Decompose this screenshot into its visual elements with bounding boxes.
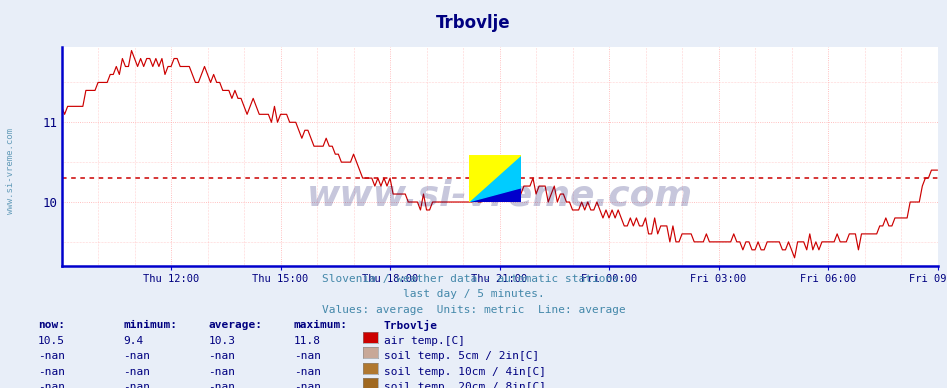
Text: 9.4: 9.4 [123,336,143,346]
Text: www.si-vreme.com: www.si-vreme.com [6,128,15,214]
Text: -nan: -nan [294,367,321,377]
Text: -nan: -nan [38,367,65,377]
Text: -nan: -nan [123,351,151,361]
Polygon shape [469,155,521,202]
Text: -nan: -nan [123,367,151,377]
Text: -nan: -nan [208,351,236,361]
Text: -nan: -nan [38,382,65,388]
Text: maximum:: maximum: [294,320,348,330]
Text: -nan: -nan [294,382,321,388]
Text: Slovenia / weather data - automatic stations.: Slovenia / weather data - automatic stat… [322,274,625,284]
Text: average:: average: [208,320,262,330]
Polygon shape [469,155,521,202]
Text: 11.8: 11.8 [294,336,321,346]
Text: -nan: -nan [294,351,321,361]
Text: Trbovlje: Trbovlje [437,14,510,31]
Text: www.si-vreme.com: www.si-vreme.com [307,178,692,213]
Text: now:: now: [38,320,65,330]
Text: 10.5: 10.5 [38,336,65,346]
Text: air temp.[C]: air temp.[C] [384,336,465,346]
Text: -nan: -nan [123,382,151,388]
Polygon shape [469,155,521,202]
Text: -nan: -nan [208,367,236,377]
Text: soil temp. 5cm / 2in[C]: soil temp. 5cm / 2in[C] [384,351,539,361]
Text: -nan: -nan [208,382,236,388]
Text: minimum:: minimum: [123,320,177,330]
Text: soil temp. 10cm / 4in[C]: soil temp. 10cm / 4in[C] [384,367,545,377]
Text: soil temp. 20cm / 8in[C]: soil temp. 20cm / 8in[C] [384,382,545,388]
Text: 10.3: 10.3 [208,336,236,346]
Text: Values: average  Units: metric  Line: average: Values: average Units: metric Line: aver… [322,305,625,315]
Text: Trbovlje: Trbovlje [384,320,438,331]
Text: -nan: -nan [38,351,65,361]
Text: last day / 5 minutes.: last day / 5 minutes. [402,289,545,299]
